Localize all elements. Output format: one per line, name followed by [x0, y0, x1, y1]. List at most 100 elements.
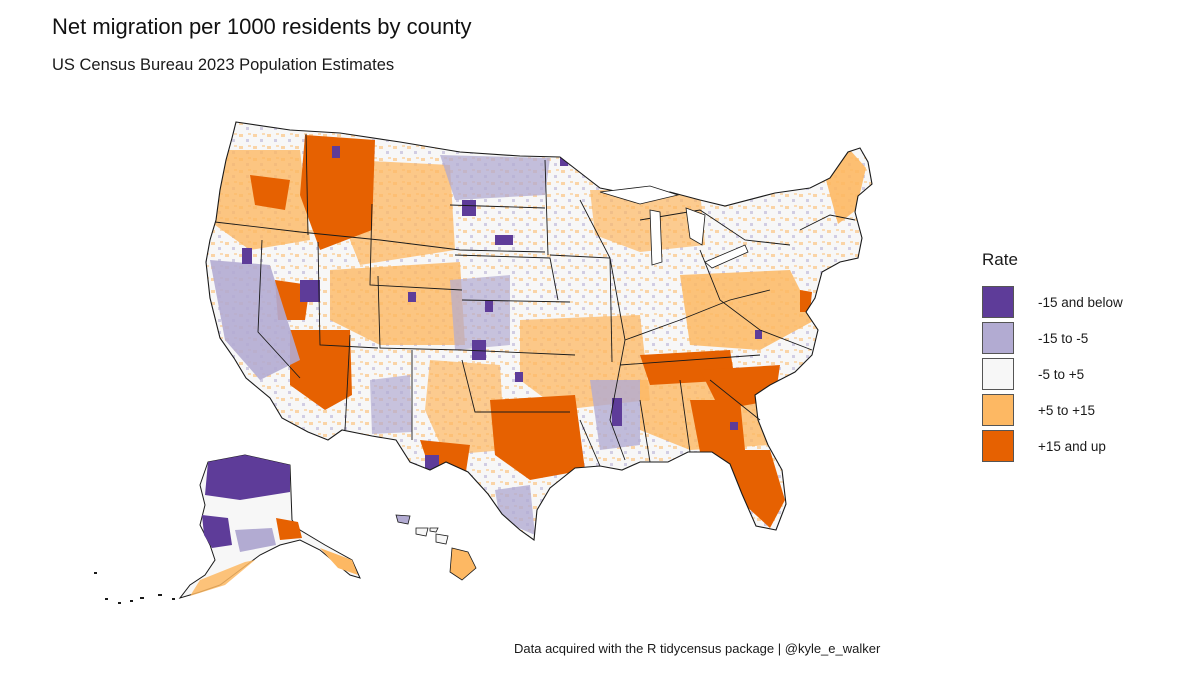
boundary-texas-oklahoma [461, 359, 570, 413]
legend-swatch [982, 322, 1014, 354]
boundary-appalachia [699, 249, 813, 351]
patch-nebraska-county [485, 300, 493, 312]
boundary-georgia-carolina [709, 379, 761, 421]
aleutian-island [172, 598, 175, 600]
patch-california-county [242, 248, 252, 264]
hawaii-oahu [415, 527, 429, 537]
region-delaware [800, 290, 812, 312]
aleutian-islands [94, 572, 175, 604]
boundary-idaho-montana [305, 133, 309, 236]
boundary-oklahoma [461, 349, 576, 356]
legend-label: -5 to +5 [1038, 366, 1085, 382]
aleutian-island [140, 597, 144, 599]
boundary-ohio-river [624, 289, 771, 341]
patch-colorado-county [408, 292, 416, 302]
hawaii-molokai [429, 527, 439, 533]
legend-swatch [982, 358, 1014, 390]
hawaii-kauai [395, 514, 411, 525]
contiguous-us-outline [205, 121, 873, 541]
region-arizona [290, 330, 352, 410]
region-georgia [690, 400, 745, 452]
state-boundaries [214, 133, 856, 467]
legend-item-strong-positive: +15 and up [982, 428, 1152, 464]
boundary-alabama-georgia [679, 379, 691, 453]
boundary-nebraska [454, 254, 559, 301]
chart-title: Net migration per 1000 residents by coun… [52, 14, 472, 39]
legend-item-strong-negative: -15 and below [982, 284, 1152, 320]
alaska-peninsula [190, 560, 255, 596]
alaska [94, 454, 361, 604]
legend-label: -15 and below [1038, 294, 1123, 310]
region-south-texas [495, 485, 535, 535]
boundary-utah [317, 241, 379, 349]
boundary-deep-south [639, 399, 651, 463]
patch-montana-county [332, 146, 340, 158]
patch-south-dakota-county [495, 235, 513, 245]
patch-kansas-county [472, 340, 486, 360]
region-florida [700, 450, 785, 528]
alaska-west-region [202, 515, 232, 548]
region-mid-atlantic [680, 270, 815, 350]
hawaii [395, 514, 477, 581]
region-idaho-montana [300, 135, 375, 250]
region-great-lakes [590, 190, 705, 252]
legend-label: +15 and up [1038, 438, 1106, 454]
region-california [210, 260, 300, 380]
county-fill-layer [206, 122, 872, 540]
legend-item-neutral: -5 to +5 [982, 356, 1152, 392]
region-central-texas [490, 395, 585, 480]
boundary-west-coast-inland [214, 221, 546, 253]
boundary-nevada [257, 239, 301, 379]
legend: Rate -15 and below -15 to -5 -5 to +5 +5… [982, 250, 1152, 464]
boundary-new-england [799, 214, 856, 231]
legend-title: Rate [982, 250, 1018, 269]
alaska-central-region [235, 528, 276, 552]
patch-minnesota-county [560, 152, 568, 166]
region-new-mexico [370, 375, 412, 434]
boundary-great-lakes [639, 209, 791, 246]
hawaii-big-island [449, 547, 477, 581]
negative-regions [210, 155, 640, 535]
lake-michigan [649, 209, 663, 266]
great-lakes [599, 185, 749, 269]
boundary-kansas [461, 299, 571, 303]
legend-label: -15 to -5 [1038, 330, 1089, 346]
legend-swatch [982, 394, 1014, 426]
legend-swatch [982, 430, 1014, 462]
lake-huron [685, 207, 706, 246]
aleutian-island [158, 594, 162, 596]
patch-virginia-county [755, 330, 762, 339]
aleutian-island [105, 598, 108, 600]
boundary-wyoming [369, 203, 463, 291]
contiguous-us [205, 121, 873, 541]
legend-item-positive: +5 to +15 [982, 392, 1152, 428]
boundary-louisiana [579, 419, 601, 467]
patch-nevada-county [300, 280, 320, 302]
lake-erie [704, 244, 749, 269]
region-texas-west [425, 360, 505, 455]
boundary-tennessee-kentucky [619, 354, 761, 366]
boundary-arizona-new-mexico [344, 334, 351, 431]
region-north-dakota [440, 155, 550, 200]
alaska-north-region [205, 455, 290, 500]
region-utah-colorado [330, 262, 465, 345]
boundary-dakotas [449, 204, 546, 209]
lake-superior [599, 185, 680, 205]
hawaii-maui [435, 533, 449, 545]
chart-subtitle: US Census Bureau 2023 Population Estimat… [52, 56, 395, 74]
alaska-panhandle [320, 548, 358, 575]
patch-georgia-county [730, 422, 738, 430]
region-plains [450, 275, 510, 350]
alaska-south-region [276, 518, 302, 540]
patch-north-dakota-county [462, 200, 476, 216]
legend-item-negative: -15 to -5 [982, 320, 1152, 356]
boundary-minnesota [544, 159, 549, 256]
boundary-colorado [377, 275, 463, 351]
region-oregon [250, 175, 290, 210]
legend-label: +5 to +15 [1038, 402, 1096, 418]
patch-mississippi-county [612, 398, 622, 426]
legend-swatch [982, 286, 1014, 318]
patch-oklahoma-county [515, 372, 523, 382]
aleutian-island [118, 602, 121, 604]
